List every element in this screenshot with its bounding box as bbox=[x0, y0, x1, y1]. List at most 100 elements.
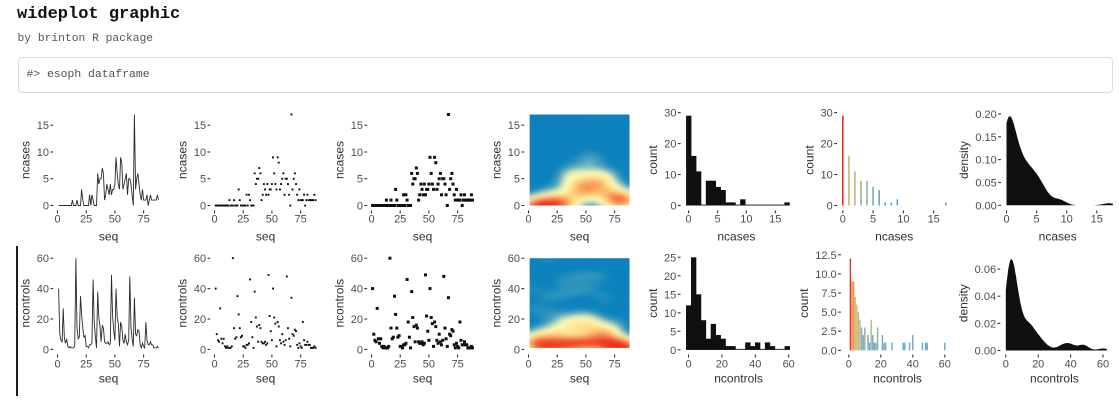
svg-text:10: 10 bbox=[1061, 214, 1073, 226]
svg-text:seq: seq bbox=[413, 372, 432, 386]
svg-text:75: 75 bbox=[608, 359, 620, 371]
svg-text:50: 50 bbox=[423, 359, 435, 371]
svg-text:7.5: 7.5 bbox=[821, 288, 836, 300]
svg-text:10: 10 bbox=[897, 214, 909, 226]
svg-text:50: 50 bbox=[580, 359, 592, 371]
svg-text:25: 25 bbox=[237, 214, 249, 226]
svg-text:ncases: ncases bbox=[717, 230, 755, 244]
svg-text:5: 5 bbox=[670, 326, 676, 338]
svg-text:40: 40 bbox=[907, 359, 919, 371]
svg-text:ncontrols: ncontrols bbox=[1030, 372, 1079, 386]
svg-text:50: 50 bbox=[109, 214, 121, 226]
svg-text:seq: seq bbox=[256, 230, 275, 244]
svg-text:ncases: ncases bbox=[176, 141, 190, 179]
svg-text:20: 20 bbox=[508, 314, 520, 326]
svg-text:10: 10 bbox=[194, 147, 206, 159]
svg-text:10: 10 bbox=[821, 170, 833, 182]
svg-text:20: 20 bbox=[875, 359, 887, 371]
svg-text:10: 10 bbox=[740, 214, 752, 226]
svg-text:20: 20 bbox=[716, 359, 728, 371]
svg-text:density: density bbox=[956, 284, 970, 322]
svg-text:ncases: ncases bbox=[875, 230, 913, 244]
svg-text:0.02: 0.02 bbox=[975, 318, 996, 330]
svg-text:0: 0 bbox=[200, 201, 206, 213]
svg-text:0: 0 bbox=[525, 214, 531, 226]
svg-text:75: 75 bbox=[294, 214, 306, 226]
svg-text:0: 0 bbox=[1003, 359, 1009, 371]
svg-text:0.10: 0.10 bbox=[975, 155, 996, 167]
svg-text:75: 75 bbox=[608, 214, 620, 226]
svg-text:5: 5 bbox=[200, 174, 206, 186]
svg-text:0: 0 bbox=[368, 359, 374, 371]
svg-text:0: 0 bbox=[686, 214, 692, 226]
svg-text:5: 5 bbox=[514, 174, 520, 186]
svg-text:25: 25 bbox=[80, 214, 92, 226]
svg-text:20: 20 bbox=[664, 139, 676, 151]
svg-text:0: 0 bbox=[200, 344, 206, 356]
svg-text:0: 0 bbox=[846, 359, 852, 371]
svg-text:20: 20 bbox=[351, 314, 363, 326]
svg-text:0.04: 0.04 bbox=[975, 291, 996, 303]
svg-text:30: 30 bbox=[821, 108, 833, 120]
svg-text:40: 40 bbox=[508, 284, 520, 296]
svg-text:60: 60 bbox=[194, 253, 206, 265]
svg-text:0: 0 bbox=[525, 359, 531, 371]
svg-text:15: 15 bbox=[37, 120, 49, 132]
svg-text:ncases: ncases bbox=[333, 141, 347, 179]
svg-text:0: 0 bbox=[514, 201, 520, 213]
svg-text:count: count bbox=[646, 145, 660, 175]
svg-text:0.0: 0.0 bbox=[821, 345, 836, 357]
svg-text:5: 5 bbox=[43, 174, 49, 186]
svg-text:50: 50 bbox=[266, 214, 278, 226]
svg-text:50: 50 bbox=[266, 359, 278, 371]
svg-text:40: 40 bbox=[749, 359, 761, 371]
svg-text:ncontrols: ncontrols bbox=[19, 279, 33, 328]
svg-text:30: 30 bbox=[664, 108, 676, 120]
svg-text:ncases: ncases bbox=[1039, 230, 1077, 244]
svg-text:seq: seq bbox=[570, 372, 589, 386]
svg-text:0: 0 bbox=[357, 201, 363, 213]
svg-text:0: 0 bbox=[43, 344, 49, 356]
svg-text:0.06: 0.06 bbox=[975, 264, 996, 276]
svg-text:count: count bbox=[646, 288, 660, 318]
svg-text:count: count bbox=[802, 145, 816, 175]
svg-text:10: 10 bbox=[664, 170, 676, 182]
svg-text:50: 50 bbox=[423, 214, 435, 226]
svg-text:75: 75 bbox=[137, 359, 149, 371]
svg-text:60: 60 bbox=[37, 253, 49, 265]
svg-text:15: 15 bbox=[194, 120, 206, 132]
svg-text:60: 60 bbox=[939, 359, 951, 371]
svg-text:15: 15 bbox=[769, 214, 781, 226]
svg-text:75: 75 bbox=[137, 214, 149, 226]
svg-text:0: 0 bbox=[54, 359, 60, 371]
svg-text:15: 15 bbox=[351, 120, 363, 132]
svg-text:60: 60 bbox=[1097, 359, 1109, 371]
svg-text:15: 15 bbox=[508, 120, 520, 132]
svg-text:5: 5 bbox=[1034, 214, 1040, 226]
svg-text:seq: seq bbox=[413, 230, 432, 244]
svg-text:10: 10 bbox=[351, 147, 363, 159]
svg-text:seq: seq bbox=[256, 372, 275, 386]
svg-text:0: 0 bbox=[357, 344, 363, 356]
svg-text:0: 0 bbox=[514, 344, 520, 356]
svg-text:5: 5 bbox=[357, 174, 363, 186]
svg-text:40: 40 bbox=[37, 284, 49, 296]
svg-text:15: 15 bbox=[664, 289, 676, 301]
svg-text:25: 25 bbox=[80, 359, 92, 371]
svg-text:0.00: 0.00 bbox=[975, 200, 996, 212]
svg-text:10.0: 10.0 bbox=[815, 269, 836, 281]
svg-text:0: 0 bbox=[685, 359, 691, 371]
svg-text:ncontrols: ncontrols bbox=[714, 372, 763, 386]
svg-text:10: 10 bbox=[37, 147, 49, 159]
svg-text:25: 25 bbox=[394, 214, 406, 226]
svg-text:15: 15 bbox=[1091, 214, 1103, 226]
svg-text:ncontrols: ncontrols bbox=[873, 372, 922, 386]
svg-text:0: 0 bbox=[840, 214, 846, 226]
svg-text:ncontrols: ncontrols bbox=[176, 279, 190, 328]
svg-text:0.15: 0.15 bbox=[975, 132, 996, 144]
svg-text:60: 60 bbox=[783, 359, 795, 371]
svg-text:0: 0 bbox=[368, 214, 374, 226]
svg-text:20: 20 bbox=[1032, 359, 1044, 371]
svg-text:0.20: 0.20 bbox=[975, 109, 996, 121]
svg-text:0: 0 bbox=[54, 214, 60, 226]
